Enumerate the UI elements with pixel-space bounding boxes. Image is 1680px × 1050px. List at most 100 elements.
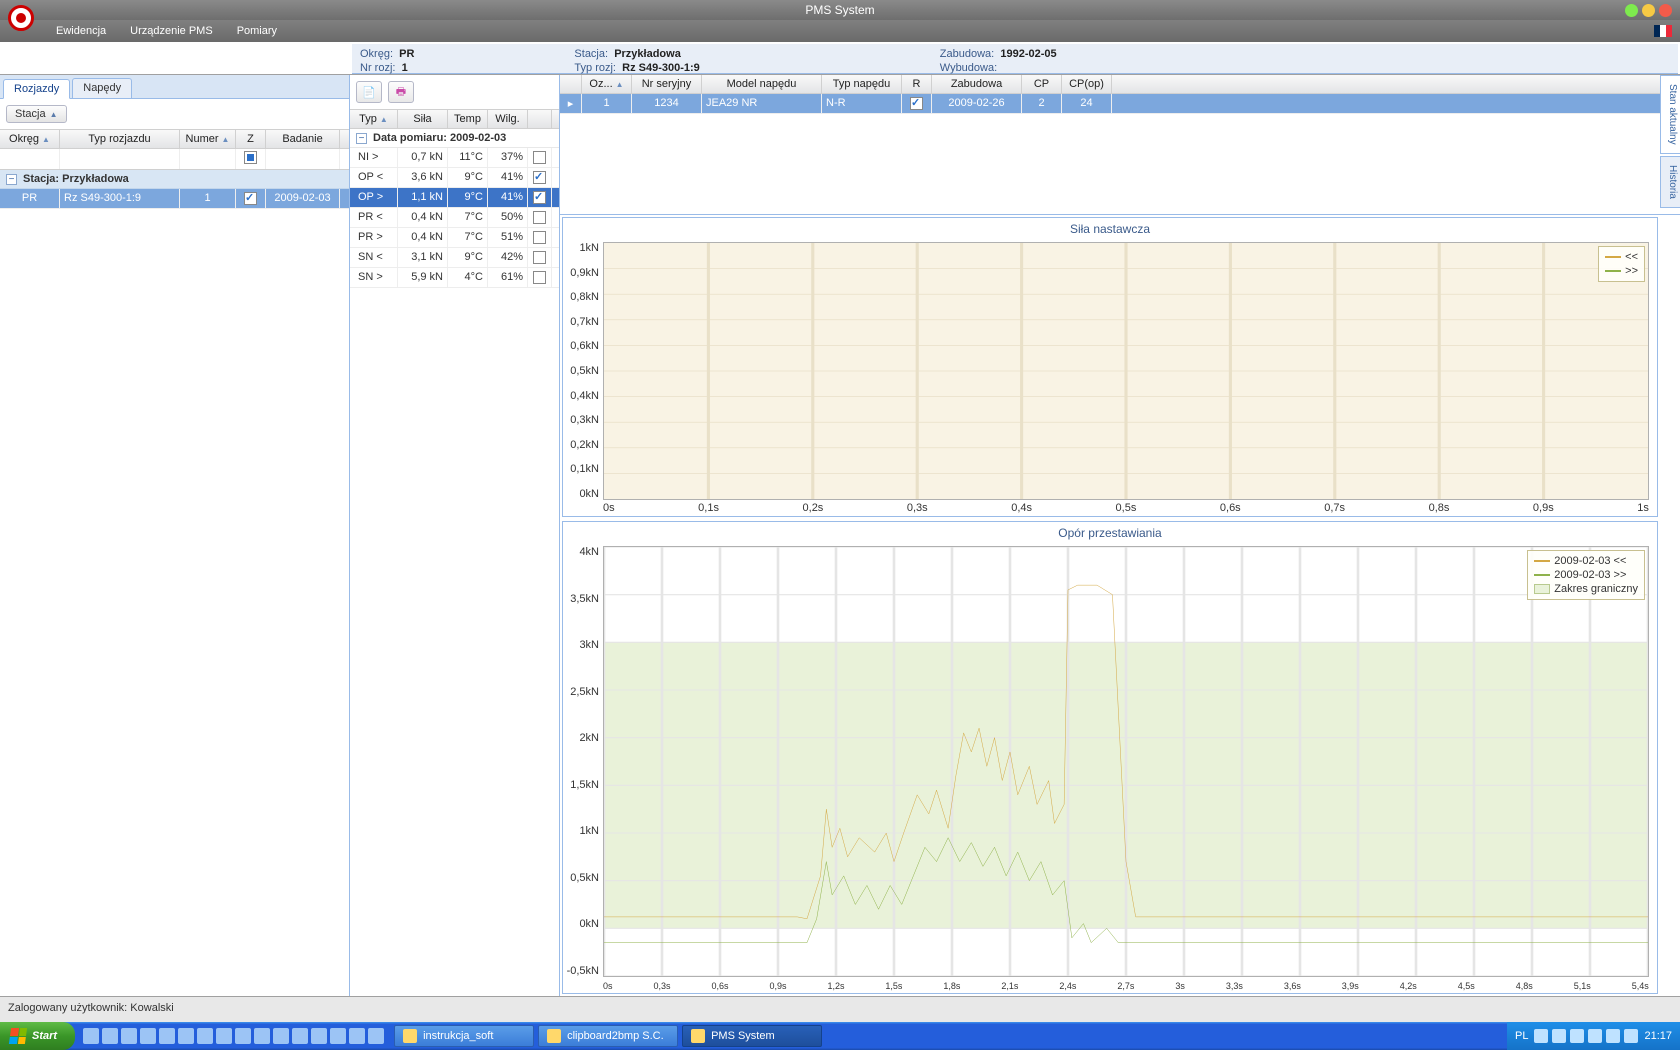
left-tabs: Rozjazdy Napędy	[0, 75, 349, 99]
left-col-4[interactable]: Badanie	[266, 130, 340, 148]
mid-col-1[interactable]: Siła	[398, 110, 448, 128]
left-col-1[interactable]: Typ rozjazdu	[60, 130, 180, 148]
quicklaunch-icon[interactable]	[292, 1028, 308, 1044]
left-col-0[interactable]: Okręg▲	[0, 130, 60, 148]
right-col-4[interactable]: R	[902, 75, 932, 93]
mid-col-2[interactable]: Temp	[448, 110, 488, 128]
right-data-row[interactable]: ▸11234JEA29 NRN-R2009-02-26224	[560, 94, 1680, 114]
chart2-xaxis: 0s0,3s0,6s0,9s1,2s1,5s1,8s2,1s2,4s2,7s3s…	[603, 981, 1649, 991]
mid-group-row[interactable]: − Data pomiaru: 2009-02-03	[350, 129, 559, 148]
mid-row-checkbox[interactable]	[533, 171, 546, 184]
quicklaunch-icon[interactable]	[254, 1028, 270, 1044]
mid-col-4[interactable]	[528, 110, 552, 128]
quicklaunch-icon[interactable]	[368, 1028, 384, 1044]
mid-data-row[interactable]: PR >0,4 kN7°C51%	[350, 228, 559, 248]
menu-ewidencja[interactable]: Ewidencja	[56, 25, 106, 37]
maximize-icon[interactable]	[1642, 4, 1655, 17]
collapse-icon[interactable]: −	[356, 133, 367, 144]
left-grid-header: Okręg▲Typ rozjazduNumer▲ZBadanie	[0, 130, 349, 149]
right-col-3[interactable]: Typ napędu	[822, 75, 902, 93]
right-col-1[interactable]: Nr seryjny	[632, 75, 702, 93]
chart1-plot: 1kN0,9kN0,8kN0,7kN0,6kN0,5kN0,4kN0,3kN0,…	[603, 242, 1649, 500]
printer-icon: 🖶	[396, 83, 406, 102]
tab-napedy[interactable]: Napędy	[72, 78, 132, 98]
mid-grid-header: Typ▲SiłaTempWilg.	[350, 110, 559, 129]
tray-icon[interactable]	[1588, 1029, 1602, 1043]
mid-col-0[interactable]: Typ▲	[350, 110, 398, 128]
stacja-button[interactable]: Stacja▲	[6, 105, 67, 123]
quicklaunch-icon[interactable]	[235, 1028, 251, 1044]
right-col-6[interactable]: CP	[1022, 75, 1062, 93]
tab-rozjazdy[interactable]: Rozjazdy	[3, 79, 70, 99]
mid-data-row[interactable]: OP <3,6 kN9°C41%	[350, 168, 559, 188]
right-col-0[interactable]: Oz...▲	[582, 75, 632, 93]
quicklaunch-icon[interactable]	[330, 1028, 346, 1044]
mid-col-3[interactable]: Wilg.	[488, 110, 528, 128]
chart1-legend: <<>>	[1598, 246, 1645, 282]
right-col-7[interactable]: CP(op)	[1062, 75, 1112, 93]
taskbar: Start instrukcja_softclipboard2bmp S.C.P…	[0, 1022, 1680, 1050]
mid-row-checkbox[interactable]	[533, 231, 546, 244]
row-z-checkbox[interactable]	[244, 192, 257, 205]
tray-icon[interactable]	[1552, 1029, 1566, 1043]
left-data-row[interactable]: PRRz S49-300-1:912009-02-03	[0, 189, 349, 209]
taskbar-button[interactable]: PMS System	[682, 1025, 822, 1047]
quicklaunch-icon[interactable]	[273, 1028, 289, 1044]
mid-row-checkbox[interactable]	[533, 151, 546, 164]
mid-data-row[interactable]: PR <0,4 kN7°C50%	[350, 208, 559, 228]
quicklaunch-icon[interactable]	[140, 1028, 156, 1044]
mid-data-row[interactable]: SN <3,1 kN9°C42%	[350, 248, 559, 268]
app-icon	[691, 1029, 705, 1043]
quicklaunch-icon[interactable]	[121, 1028, 137, 1044]
right-col-2[interactable]: Model napędu	[702, 75, 822, 93]
export-button[interactable]: 📄	[356, 81, 382, 103]
collapse-icon[interactable]: −	[6, 174, 17, 185]
left-group-row[interactable]: − Stacja: Przykładowa	[0, 170, 349, 189]
app-icon	[547, 1029, 561, 1043]
left-panel: Rozjazdy Napędy Stacja▲ Okręg▲Typ rozjaz…	[0, 75, 350, 996]
chart1-yaxis: 1kN0,9kN0,8kN0,7kN0,6kN0,5kN0,4kN0,3kN0,…	[565, 242, 599, 500]
quicklaunch-icon[interactable]	[83, 1028, 99, 1044]
mid-data-row[interactable]: SN >5,9 kN4°C61%	[350, 268, 559, 288]
quicklaunch-icon[interactable]	[349, 1028, 365, 1044]
mid-row-checkbox[interactable]	[533, 191, 546, 204]
menu-urzadzenie[interactable]: Urządzenie PMS	[130, 25, 213, 37]
tray-icon[interactable]	[1570, 1029, 1584, 1043]
left-col-3[interactable]: Z	[236, 130, 266, 148]
mid-data-row[interactable]: NI >0,7 kN11°C37%	[350, 148, 559, 168]
quicklaunch-icon[interactable]	[159, 1028, 175, 1044]
flag-icon[interactable]	[1654, 25, 1672, 37]
quicklaunch-icon[interactable]	[178, 1028, 194, 1044]
tray-icon[interactable]	[1624, 1029, 1638, 1043]
close-icon[interactable]	[1659, 4, 1672, 17]
quicklaunch-icon[interactable]	[216, 1028, 232, 1044]
tray-lang[interactable]: PL	[1515, 1030, 1528, 1042]
mid-data-row[interactable]: OP >1,1 kN9°C41%	[350, 188, 559, 208]
minimize-icon[interactable]	[1625, 4, 1638, 17]
mid-row-checkbox[interactable]	[533, 271, 546, 284]
tray-icon[interactable]	[1606, 1029, 1620, 1043]
chart2-title: Opór przestawiania	[563, 522, 1657, 544]
tray-icon[interactable]	[1534, 1029, 1548, 1043]
windows-icon	[9, 1028, 27, 1044]
mid-row-checkbox[interactable]	[533, 251, 546, 264]
right-r-checkbox[interactable]	[910, 97, 923, 110]
sidetab-stan[interactable]: Stan aktualny	[1660, 75, 1680, 154]
start-button[interactable]: Start	[0, 1022, 75, 1050]
taskbar-button[interactable]: instrukcja_soft	[394, 1025, 534, 1047]
mid-row-checkbox[interactable]	[533, 211, 546, 224]
chart2-legend: 2009-02-03 <<2009-02-03 >>Zakres granicz…	[1527, 550, 1645, 600]
task-buttons: instrukcja_softclipboard2bmp S.C.PMS Sys…	[392, 1025, 824, 1047]
sidetab-historia[interactable]: Historia	[1660, 156, 1680, 208]
chart1-xaxis: 0s0,1s0,2s0,3s0,4s0,5s0,6s0,7s0,8s0,9s1s	[603, 502, 1649, 514]
print-button[interactable]: 🖶	[388, 81, 414, 103]
quicklaunch-icon[interactable]	[102, 1028, 118, 1044]
quicklaunch-icon[interactable]	[197, 1028, 213, 1044]
right-col-5[interactable]: Zabudowa	[932, 75, 1022, 93]
taskbar-button[interactable]: clipboard2bmp S.C.	[538, 1025, 678, 1047]
left-col-2[interactable]: Numer▲	[180, 130, 236, 148]
quicklaunch-icon[interactable]	[311, 1028, 327, 1044]
chart2-plot: 4kN3,5kN3kN2,5kN2kN1,5kN1kN0,5kN0kN-0,5k…	[603, 546, 1649, 977]
menu-pomiary[interactable]: Pomiary	[237, 25, 277, 37]
filter-z-checkbox[interactable]	[244, 151, 257, 164]
